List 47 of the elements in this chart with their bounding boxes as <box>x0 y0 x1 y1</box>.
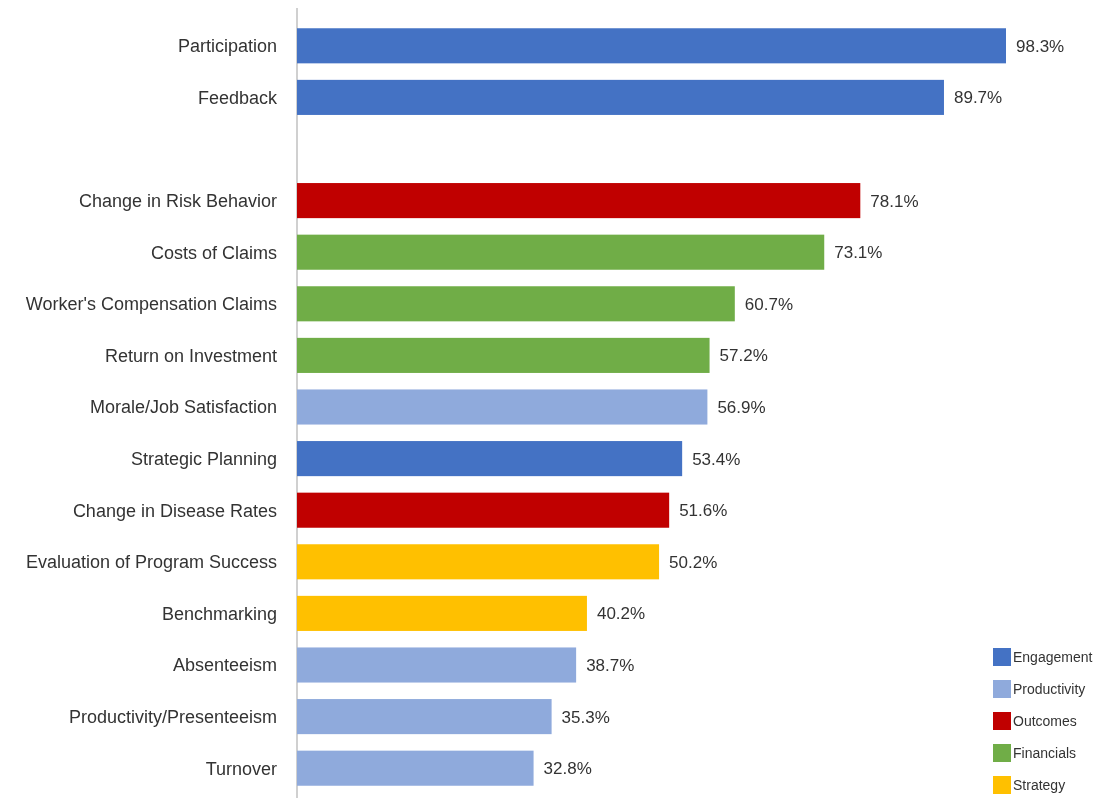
data-label: 38.7% <box>586 655 635 675</box>
y-tick-label: Absenteeism <box>172 655 277 676</box>
y-tick-label: Worker's Compensation Claims <box>25 294 277 315</box>
legend-label: Outcomes <box>1013 712 1077 729</box>
data-label: 60.7% <box>744 294 794 314</box>
legend-label: Productivity <box>1013 680 1086 697</box>
bar <box>297 750 534 786</box>
data-label: 57.2% <box>719 346 768 366</box>
bar <box>297 389 708 425</box>
data-label: 32.8% <box>543 759 592 779</box>
data-label: 73.1% <box>834 243 883 263</box>
data-label: 98.3% <box>1016 36 1065 56</box>
y-tick-label: Return on Investment <box>104 345 277 366</box>
data-label: 40.2% <box>596 604 646 624</box>
y-tick-label: Evaluation of Program Success <box>25 552 277 573</box>
y-tick-label: Turnover <box>205 758 277 779</box>
data-label: 35.3% <box>561 707 610 727</box>
y-tick-label: Participation <box>177 36 277 57</box>
bar <box>297 337 710 373</box>
data-label: 56.9% <box>717 397 766 417</box>
data-label: 89.7% <box>953 88 1003 108</box>
y-tick-label: Productivity/Presenteeism <box>68 706 277 727</box>
y-tick-label: Morale/Job Satisfaction <box>89 397 277 418</box>
y-tick-label: Benchmarking <box>161 603 277 624</box>
data-label: 50.2% <box>669 552 718 572</box>
legend-label: Strategy <box>1013 776 1066 793</box>
bar <box>297 492 670 528</box>
bar <box>297 699 552 735</box>
bar <box>297 28 1006 64</box>
y-tick-label: Change in Disease Rates <box>72 500 277 521</box>
bar <box>297 286 735 322</box>
data-label: 53.4% <box>692 449 741 469</box>
bar <box>297 595 587 631</box>
y-tick-label: Costs of Claims <box>150 242 277 263</box>
y-tick-label: Feedback <box>197 87 278 108</box>
bar <box>297 441 683 477</box>
legend-label: Engagement <box>1013 648 1093 665</box>
y-tick-label: Strategic Planning <box>130 448 277 469</box>
bar <box>297 544 660 580</box>
y-tick-label: Change in Risk Behavior <box>78 190 277 211</box>
bar <box>297 647 577 683</box>
bar <box>297 79 944 115</box>
data-label: 51.6% <box>679 501 728 521</box>
data-label: 78.1% <box>870 191 919 211</box>
bar <box>297 234 825 270</box>
legend-label: Financials <box>1013 744 1077 761</box>
bar <box>297 183 861 219</box>
